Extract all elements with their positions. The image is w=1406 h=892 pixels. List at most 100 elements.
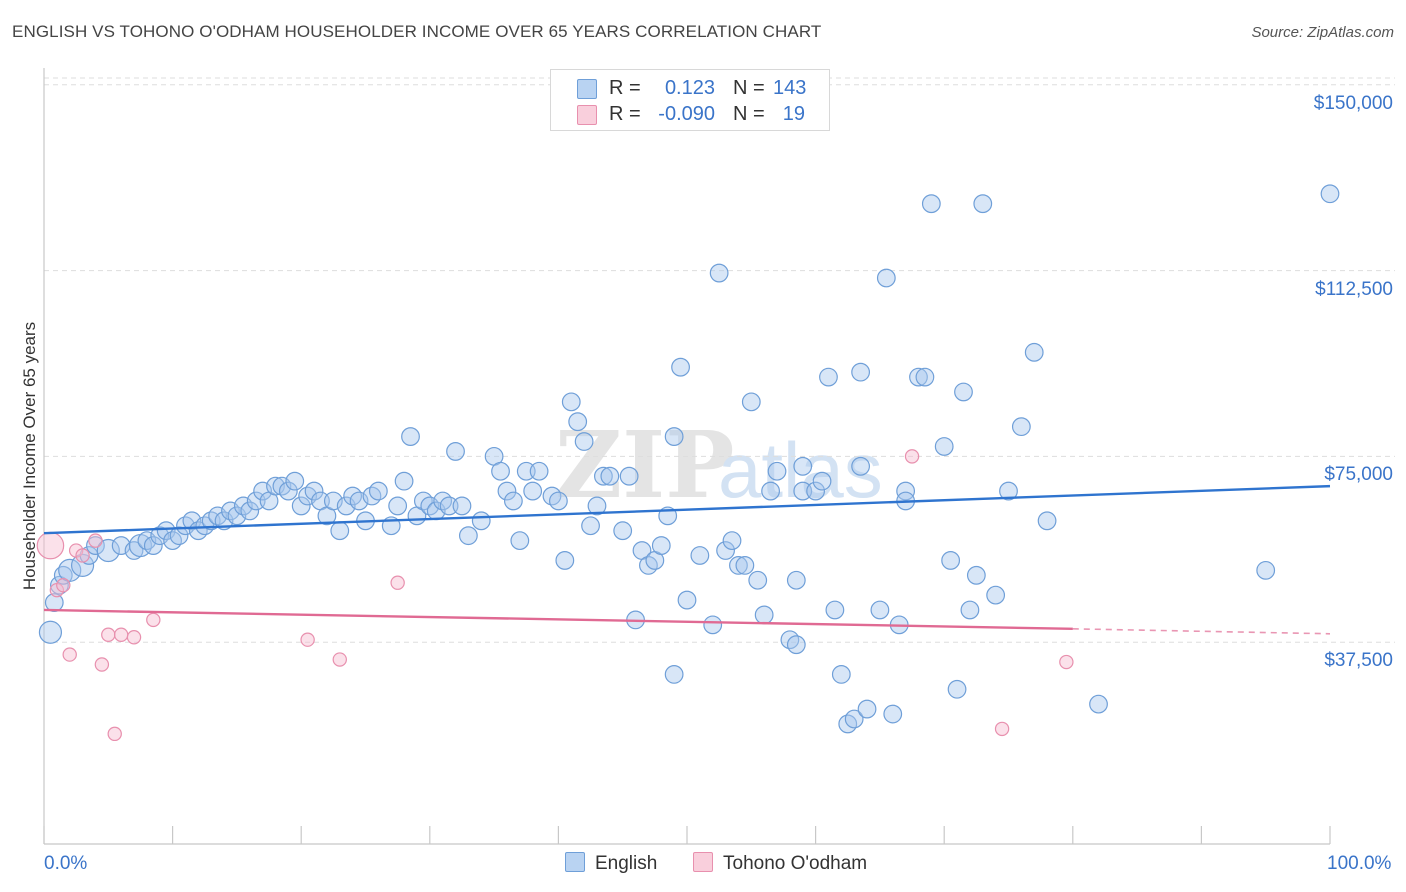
english-point-35 [285, 471, 305, 491]
legend-n-value: 143 [773, 77, 807, 99]
english-swatch [577, 79, 597, 99]
english-point-132 [954, 382, 973, 402]
english-point-99 [735, 555, 755, 575]
english-point-29 [246, 491, 266, 511]
english-point-134 [966, 565, 986, 585]
english-point-80 [600, 466, 620, 486]
tohono-point-11 [126, 630, 142, 645]
tohono-points [36, 449, 1074, 742]
english-trend-line [43, 484, 1331, 535]
english-point-97 [722, 531, 742, 551]
english-point-94 [703, 615, 723, 635]
english-point-85 [639, 555, 658, 575]
english-point-100 [741, 392, 761, 412]
english-point-50 [388, 496, 408, 516]
tohono-point-3 [62, 647, 77, 662]
tohono-point-5 [75, 548, 90, 563]
english-point-59 [446, 442, 465, 461]
english-point-77 [581, 516, 600, 536]
bottom-legend-tohono: Tohono O'odham [693, 852, 867, 875]
english-point-108 [793, 481, 813, 501]
y-tick-label-2: $112,500 [1315, 278, 1393, 300]
english-point-7 [86, 536, 105, 555]
tohono-point-9 [107, 726, 122, 742]
legend-n-label: N = [733, 77, 765, 99]
english-point-139 [1024, 342, 1044, 362]
english-legend-label: English [595, 853, 658, 874]
english-point-121 [876, 268, 896, 288]
english-point-54 [413, 491, 433, 511]
english-point-36 [291, 496, 311, 516]
tohono-point-6 [88, 533, 103, 548]
legend-r-value: -0.090 [658, 103, 715, 125]
english-point-138 [1011, 417, 1031, 437]
x-tick-label-0: 0.0% [44, 853, 88, 874]
english-point-62 [471, 511, 491, 531]
tohono-point-16 [904, 449, 920, 464]
tohono-point-18 [1059, 654, 1074, 670]
english-point-81 [613, 521, 633, 541]
english-point-82 [619, 466, 639, 486]
english-point-140 [1037, 511, 1057, 531]
english-point-72 [549, 491, 568, 511]
english-point-102 [754, 605, 774, 625]
english-legend-swatch [565, 852, 585, 872]
english-point-69 [523, 481, 543, 501]
chart-title: ENGLISH VS TOHONO O'ODHAM HOUSEHOLDER IN… [12, 22, 822, 41]
english-point-34 [278, 481, 298, 501]
english-point-118 [851, 456, 871, 476]
english-point-119 [857, 699, 877, 719]
english-point-105 [780, 630, 800, 650]
english-point-61 [458, 526, 478, 546]
tohono-legend-label: Tohono O'odham [723, 853, 868, 874]
english-point-129 [934, 437, 954, 456]
english-point-0 [38, 620, 63, 644]
tohono-point-0 [36, 531, 65, 560]
x-tick-label-1: 100.0% [1327, 853, 1392, 874]
english-point-8 [96, 538, 120, 563]
english-point-131 [947, 679, 967, 699]
english-point-101 [748, 570, 768, 590]
english-point-38 [304, 481, 324, 501]
english-point-90 [664, 665, 684, 684]
english-point-13 [143, 536, 163, 555]
english-point-113 [825, 600, 845, 620]
trend-lines [43, 484, 1331, 635]
english-point-16 [163, 531, 183, 551]
english-point-128 [921, 194, 941, 214]
tohono-point-12 [146, 612, 161, 628]
english-points [38, 184, 1340, 734]
english-point-136 [986, 585, 1006, 605]
watermark-zip: ZIP [555, 411, 734, 519]
english-point-106 [786, 635, 806, 655]
legend-n-value: 19 [782, 103, 805, 125]
english-point-21 [195, 516, 215, 536]
tohono-legend-swatch [693, 852, 713, 872]
legend-r-label: R = [609, 103, 641, 125]
english-point-120 [870, 600, 890, 620]
english-point-67 [510, 531, 530, 551]
english-point-68 [516, 461, 536, 481]
english-point-103 [761, 481, 780, 501]
english-point-70 [529, 461, 549, 481]
english-point-60 [452, 496, 472, 516]
english-point-95 [709, 263, 729, 283]
english-point-133 [960, 600, 980, 620]
english-point-109 [793, 456, 813, 476]
tohono-trend-line [43, 608, 1073, 631]
legend-r-value: 0.123 [664, 77, 715, 99]
english-point-142 [1256, 560, 1276, 580]
bottom-legend-english: English [565, 852, 657, 875]
english-point-116 [844, 709, 864, 729]
tohono-swatch [577, 105, 597, 125]
english-point-112 [819, 367, 838, 387]
english-point-79 [594, 466, 613, 486]
tohono-point-14 [332, 652, 347, 667]
english-point-104 [767, 461, 787, 481]
tohono-point-2 [56, 578, 71, 593]
tohono-trend-extension [1072, 628, 1331, 635]
tohono-point-17 [994, 721, 1010, 737]
tohono-point-7 [94, 657, 110, 672]
y-axis-label: Householder Income Over 65 years [20, 321, 39, 591]
